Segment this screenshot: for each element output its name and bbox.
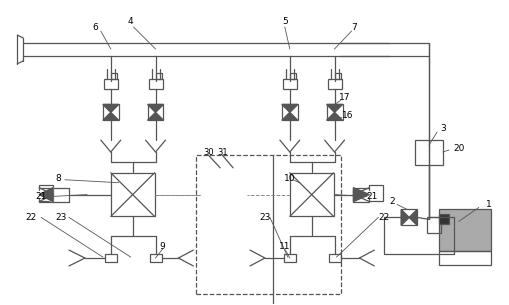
Text: 22: 22 [379,213,390,222]
Polygon shape [401,210,409,225]
Bar [329,254,341,262]
Bar [283,79,297,88]
Bar [111,173,155,217]
Bar [105,254,117,262]
Bar [284,254,296,262]
Bar [150,254,161,262]
Bar [370,185,383,201]
Bar [111,73,117,79]
Bar [415,140,443,165]
Polygon shape [148,112,163,120]
Polygon shape [327,112,343,120]
Polygon shape [327,104,343,112]
Text: 11: 11 [279,242,291,251]
Text: 7: 7 [352,23,357,32]
Text: 20: 20 [453,144,465,152]
Text: 21: 21 [366,192,378,201]
Polygon shape [409,210,417,225]
Bar [103,104,119,120]
Bar [39,185,53,201]
Polygon shape [103,104,119,112]
Text: 9: 9 [160,242,165,251]
Text: 1: 1 [486,200,492,209]
Polygon shape [39,188,53,202]
Bar [328,79,342,88]
Polygon shape [282,112,298,120]
Bar [327,104,343,120]
Text: 3: 3 [440,124,446,133]
Text: 23: 23 [55,213,67,222]
Text: 17: 17 [339,93,350,102]
Polygon shape [282,104,298,112]
Text: 21: 21 [36,192,47,201]
Text: 10: 10 [284,174,296,183]
Text: 8: 8 [55,174,61,183]
Bar [439,251,491,265]
Text: 30: 30 [203,148,214,156]
Text: 16: 16 [342,111,353,120]
Text: 22: 22 [25,213,37,222]
Bar [196,155,341,294]
Text: 31: 31 [217,148,228,156]
Bar [104,79,118,88]
Polygon shape [148,104,163,112]
Text: 6: 6 [92,23,98,32]
Bar [156,73,161,79]
Text: 2: 2 [389,197,395,206]
Bar [427,217,441,233]
Bar [290,73,296,79]
Bar [290,173,333,217]
Bar [282,104,298,120]
Bar [401,210,417,225]
Polygon shape [353,188,370,202]
Bar [334,73,341,79]
Bar [439,214,449,224]
Polygon shape [353,188,370,202]
Text: 23: 23 [259,213,271,222]
Bar [439,210,491,251]
Text: 4: 4 [128,17,133,26]
Polygon shape [103,112,119,120]
Bar [149,79,162,88]
Text: 5: 5 [282,17,288,26]
Bar [148,104,163,120]
Polygon shape [39,188,53,202]
